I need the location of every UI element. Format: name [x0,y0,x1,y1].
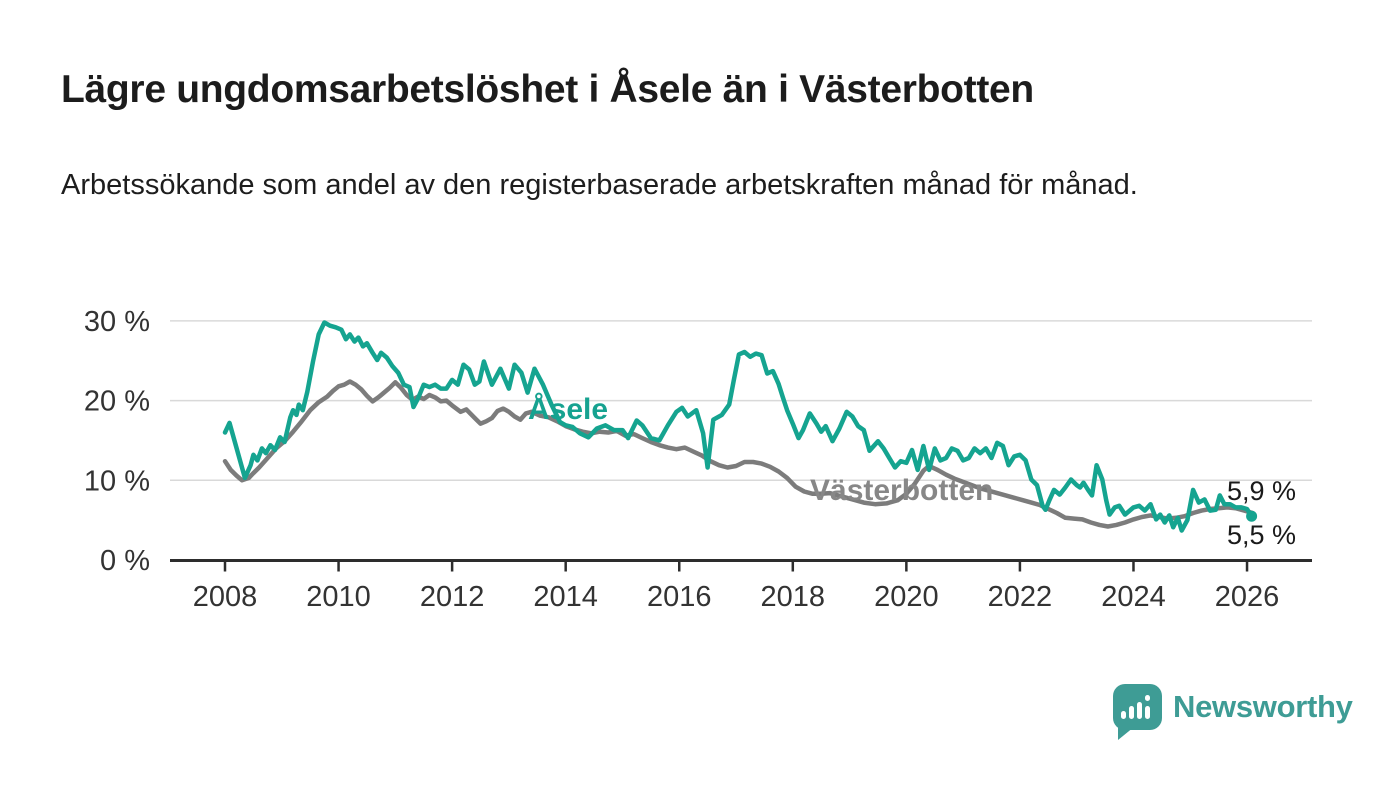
x-tick-label: 2026 [1215,581,1280,613]
end-value-vasterbotten: 5,9 % [1227,476,1297,506]
series-label-vasterbotten: Västerbotten [810,474,994,507]
chart-subtitle: Arbetssökande som andel av den registerb… [61,169,1138,201]
newsworthy-logo: Newsworthy [1113,684,1353,740]
y-tick-label: 20 % [84,386,150,418]
x-tick-label: 2008 [193,581,258,613]
newsworthy-logo-text: Newsworthy [1173,689,1353,724]
x-tick-label: 2018 [761,581,826,613]
bar-chart-icon [1121,711,1126,719]
y-tick-label: 0 % [100,545,150,577]
x-tick-label: 2020 [874,581,939,613]
bubble-tail [1118,727,1134,740]
x-tick-label: 2012 [420,581,485,613]
y-tick-label: 10 % [84,465,150,497]
x-tick-label: 2016 [647,581,712,613]
page-title: Lägre ungdomsarbetslöshet i Åsele än i V… [61,68,1034,111]
end-value-asele: 5,5 % [1227,520,1297,550]
series-label-asele: Åsele [528,393,609,426]
y-tick-label: 30 % [84,306,150,338]
x-tick-label: 2014 [533,581,598,613]
asele-end-dot [1246,510,1258,522]
x-tick-label: 2010 [306,581,371,613]
vasterbotten-line [222,379,1255,529]
newsworthy-speech-bubble-icon [1113,684,1162,740]
x-tick-label: 2022 [988,581,1053,613]
asele-line [222,320,1254,533]
x-tick-label: 2024 [1101,581,1166,613]
